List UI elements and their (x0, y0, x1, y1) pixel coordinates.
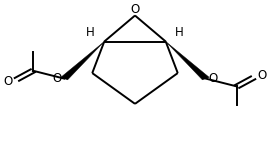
Text: O: O (130, 3, 140, 16)
Text: H: H (86, 26, 95, 39)
Text: H: H (175, 26, 184, 39)
Text: O: O (4, 75, 13, 88)
Text: O: O (257, 69, 266, 82)
Polygon shape (166, 41, 209, 80)
Text: O: O (209, 72, 218, 85)
Text: O: O (52, 72, 61, 85)
Polygon shape (61, 41, 104, 80)
